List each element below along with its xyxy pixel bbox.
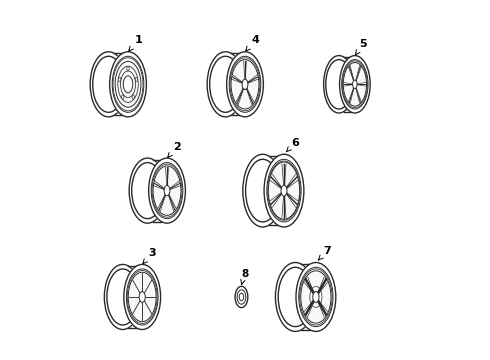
Ellipse shape (123, 76, 133, 93)
Ellipse shape (342, 59, 368, 109)
Ellipse shape (90, 52, 127, 117)
Text: 5: 5 (356, 39, 367, 55)
Ellipse shape (207, 52, 244, 117)
Ellipse shape (127, 270, 157, 324)
Ellipse shape (227, 52, 263, 117)
Ellipse shape (104, 265, 141, 329)
Text: 6: 6 (286, 138, 299, 152)
Ellipse shape (152, 164, 182, 217)
Ellipse shape (115, 62, 141, 107)
Ellipse shape (313, 292, 319, 302)
Ellipse shape (275, 262, 315, 332)
Ellipse shape (231, 60, 259, 109)
Ellipse shape (122, 95, 124, 99)
Ellipse shape (112, 56, 144, 112)
Ellipse shape (113, 58, 143, 111)
Ellipse shape (243, 154, 283, 227)
Text: 8: 8 (241, 269, 248, 284)
Ellipse shape (267, 159, 301, 222)
Text: 1: 1 (129, 35, 142, 51)
Ellipse shape (128, 272, 156, 322)
Ellipse shape (343, 63, 367, 106)
Ellipse shape (300, 269, 332, 325)
Ellipse shape (230, 58, 260, 111)
Ellipse shape (301, 271, 331, 323)
Ellipse shape (340, 55, 370, 113)
Ellipse shape (281, 185, 287, 196)
Ellipse shape (148, 158, 185, 223)
Ellipse shape (124, 265, 161, 329)
Ellipse shape (119, 77, 121, 82)
Ellipse shape (235, 286, 248, 307)
Text: 3: 3 (143, 248, 156, 264)
Ellipse shape (264, 154, 304, 227)
Ellipse shape (132, 95, 134, 99)
Ellipse shape (151, 163, 183, 219)
Ellipse shape (242, 79, 248, 89)
Ellipse shape (299, 267, 333, 327)
Ellipse shape (135, 77, 138, 82)
Text: 2: 2 (168, 142, 181, 157)
Ellipse shape (343, 61, 368, 108)
Ellipse shape (153, 166, 181, 215)
Ellipse shape (129, 158, 166, 223)
Ellipse shape (269, 162, 300, 219)
Ellipse shape (239, 293, 244, 301)
Text: 7: 7 (318, 246, 331, 260)
Ellipse shape (110, 52, 147, 117)
Text: 4: 4 (245, 35, 259, 51)
Ellipse shape (229, 56, 261, 112)
Ellipse shape (268, 161, 300, 220)
Ellipse shape (139, 292, 145, 302)
Ellipse shape (296, 262, 336, 332)
Ellipse shape (126, 269, 158, 325)
Ellipse shape (353, 80, 357, 89)
Ellipse shape (164, 185, 170, 196)
Ellipse shape (323, 55, 354, 113)
Ellipse shape (127, 67, 129, 71)
